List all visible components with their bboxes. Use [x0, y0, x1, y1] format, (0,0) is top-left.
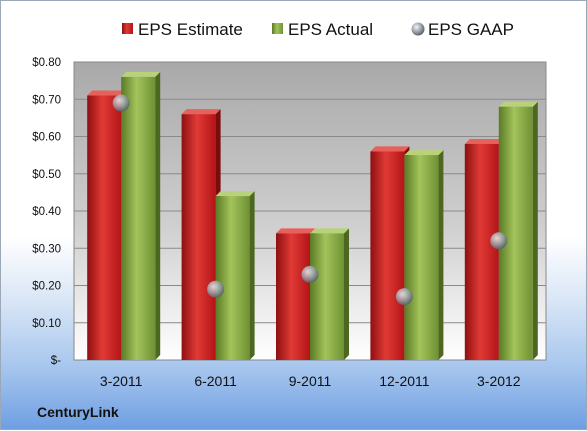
bar-actual — [121, 71, 161, 361]
bar-estimate — [464, 138, 504, 360]
y-tick-label: $- — [51, 355, 61, 367]
bar-side — [155, 71, 161, 361]
bar-front — [181, 114, 216, 361]
bar-estimate — [370, 146, 410, 360]
y-tick-label: $0.80 — [32, 57, 61, 69]
bar-actual — [310, 228, 349, 360]
bar-front — [215, 196, 250, 360]
y-tick-label: $0.40 — [32, 206, 61, 218]
bar-side — [438, 150, 444, 360]
bar-front — [498, 106, 533, 360]
x-tick-label: 9-2011 — [289, 373, 332, 389]
bar-side — [249, 191, 255, 360]
bar-top — [276, 228, 315, 234]
legend-item: EPS GAAP — [411, 20, 514, 39]
y-tick-label: $0.30 — [32, 243, 61, 255]
bar-estimate — [181, 109, 221, 361]
bar-estimate — [87, 90, 127, 361]
bar-top — [215, 191, 255, 197]
bar-front — [87, 95, 122, 361]
bar-top — [87, 90, 127, 96]
gaap-points — [112, 94, 508, 306]
x-tick-label: 3-2011 — [100, 373, 143, 389]
bars — [87, 71, 538, 361]
bar-estimate — [276, 228, 315, 360]
y-tick-label: $0.60 — [32, 132, 61, 144]
bar-side — [532, 101, 538, 360]
bar-actual — [404, 150, 444, 360]
bar-front — [276, 233, 310, 360]
bar-front — [121, 76, 156, 361]
gaap-point — [301, 265, 319, 283]
bar-top — [370, 146, 410, 152]
bar-top — [404, 150, 444, 156]
legend-swatch-estimate — [122, 23, 133, 34]
gaap-point — [490, 232, 508, 250]
y-tick-label: $0.50 — [32, 169, 61, 181]
y-tick-label: $0.20 — [32, 281, 61, 293]
y-tick-label: $0.10 — [32, 318, 61, 330]
legend-item: EPS Estimate — [122, 20, 243, 39]
bar-front — [310, 233, 344, 360]
bar-top — [310, 228, 349, 234]
legend: EPS Estimate EPS Actual EPS GAAP — [122, 20, 514, 39]
x-tick-label: 6-2011 — [194, 373, 237, 389]
bar-top — [464, 138, 504, 144]
bar-front — [404, 155, 439, 360]
gaap-point — [207, 280, 225, 298]
x-tick-label: 12-2011 — [379, 373, 430, 389]
bar-top — [498, 101, 538, 107]
company-name: CenturyLink — [37, 404, 119, 420]
legend-swatch-actual — [272, 23, 283, 34]
bar-side — [344, 228, 349, 360]
legend-label: EPS Actual — [288, 20, 373, 39]
legend-item: EPS Actual — [272, 20, 373, 39]
x-axis-tick-labels: 3-2011 6-2011 9-2011 12-2011 3-2012 — [100, 373, 521, 389]
y-tick-label: $0.70 — [32, 94, 61, 106]
y-axis-tick-labels: $- $0.10 $0.20 $0.30 $0.40 $0.50 $0.60 $0.70 $0.… — [32, 57, 61, 367]
legend-swatch-gaap — [411, 22, 425, 36]
legend-label: EPS GAAP — [428, 20, 514, 39]
bar-top — [121, 71, 161, 77]
bar-front — [370, 151, 405, 360]
bar-top — [181, 109, 221, 115]
bar-actual — [215, 191, 255, 360]
bar-actual — [498, 101, 538, 360]
gaap-point — [112, 94, 130, 112]
gaap-point — [395, 288, 413, 306]
legend-label: EPS Estimate — [138, 20, 243, 39]
bar-front — [464, 143, 499, 360]
x-tick-label: 3-2012 — [477, 373, 521, 389]
